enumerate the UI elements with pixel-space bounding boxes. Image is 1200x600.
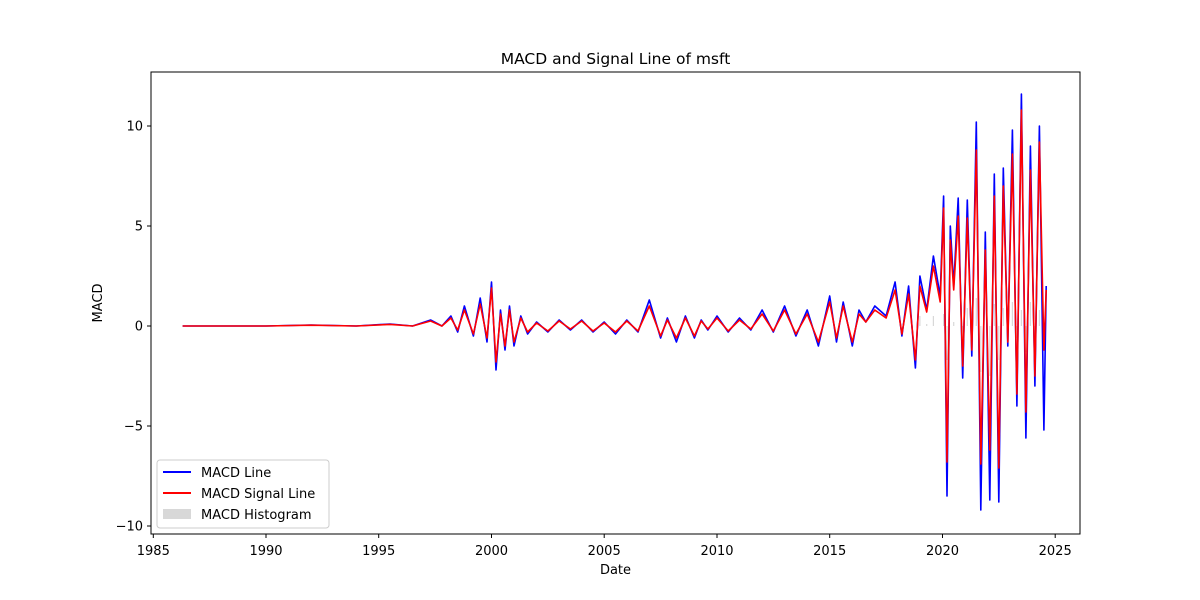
histogram-bar <box>953 322 955 326</box>
legend-histogram-label: MACD Histogram <box>201 508 312 523</box>
histogram-bar <box>943 314 945 326</box>
legend-macd-line-label: MACD Line <box>201 466 271 481</box>
x-tick-label: 1995 <box>362 544 395 559</box>
x-tick-label: 2025 <box>1039 544 1072 559</box>
x-tick-label: 2005 <box>588 544 621 559</box>
legend-histogram-swatch <box>163 509 191 519</box>
plot-frame <box>150 71 1081 535</box>
histogram-bar <box>1034 326 1036 336</box>
histogram-bar <box>1011 302 1013 326</box>
x-axis-label: Date <box>600 563 631 578</box>
histogram-bar <box>998 326 1000 360</box>
y-tick-label: 5 <box>135 220 143 235</box>
histogram-bar <box>1038 310 1040 326</box>
histogram-bar <box>926 324 928 326</box>
x-tick-label: 1985 <box>137 544 170 559</box>
histogram-bar <box>946 326 948 360</box>
x-tick-label: 1990 <box>249 544 282 559</box>
legend-signal-line-label: MACD Signal Line <box>201 487 315 502</box>
y-axis-ticks: −10 −5 0 5 10 <box>116 120 151 535</box>
histogram-bar <box>1029 302 1031 326</box>
histogram-bar <box>989 326 991 376</box>
legend-box <box>156 459 330 529</box>
x-axis-ticks: 1985 1990 1995 2000 2005 2010 2015 2020 2025 <box>137 534 1072 559</box>
histogram-bar <box>1020 310 1022 326</box>
histogram-bar <box>975 298 977 326</box>
macd-line-series <box>182 93 1047 511</box>
histogram-bar <box>1002 308 1004 326</box>
y-tick-label: 10 <box>126 120 143 135</box>
x-tick-label: 2000 <box>475 544 508 559</box>
histogram-bar <box>919 316 921 326</box>
histogram-bar <box>966 308 968 326</box>
plot-area <box>182 93 1047 511</box>
macd-signal-series <box>182 109 1047 469</box>
histogram-bar <box>980 326 982 372</box>
y-axis-label: MACD <box>91 284 106 323</box>
x-tick-label: 2010 <box>700 544 733 559</box>
histogram-bar <box>1025 326 1027 352</box>
y-tick-label: −10 <box>116 520 143 535</box>
y-tick-label: −5 <box>124 420 143 435</box>
histogram-bar <box>962 326 964 338</box>
legend: MACD Line MACD Signal Line MACD Histogra… <box>156 459 330 529</box>
chart-title: MACD and Signal Line of msft <box>501 50 731 68</box>
histogram-bar <box>1016 326 1018 338</box>
y-tick-label: 0 <box>135 320 143 335</box>
histogram-bar <box>993 304 995 326</box>
histogram-bar <box>932 316 934 326</box>
x-tick-label: 2015 <box>813 544 846 559</box>
x-tick-label: 2020 <box>926 544 959 559</box>
